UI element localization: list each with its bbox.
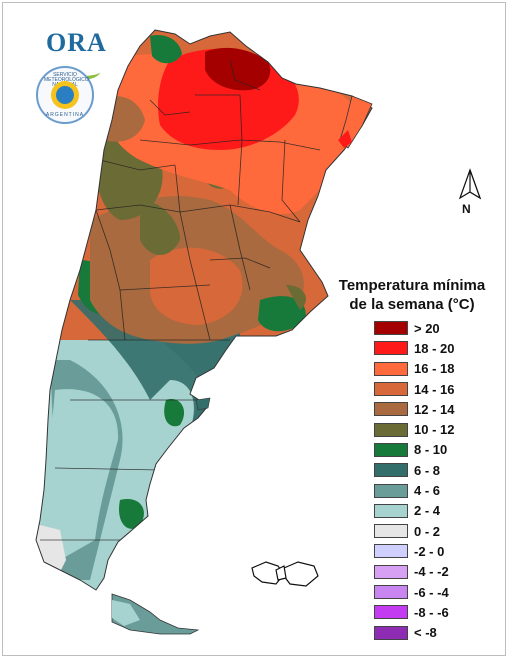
legend-swatch: [374, 361, 408, 376]
legend-swatch: [374, 605, 408, 620]
legend-item: > 20: [374, 318, 494, 338]
legend-label: -6 - -4: [414, 584, 449, 600]
legend-swatch: [374, 524, 408, 539]
legend-item: 8 - 10: [374, 440, 494, 460]
legend-item: 18 - 20: [374, 338, 494, 358]
malvinas-islands: [251, 561, 319, 587]
ora-logo-text: ORA: [46, 28, 107, 57]
legend-swatch: [374, 382, 408, 397]
legend-item: 2 - 4: [374, 501, 494, 521]
legend-swatch: [374, 625, 408, 640]
legend-label: -2 - 0: [414, 543, 445, 559]
legend-label: -8 - -6: [414, 604, 449, 620]
legend-item: 14 - 16: [374, 379, 494, 399]
legend-label: 4 - 6: [414, 483, 441, 499]
legend-label: 2 - 4: [414, 503, 441, 519]
legend-title: Temperatura mínima de la semana (°C): [326, 276, 498, 314]
legend-item: 4 - 6: [374, 480, 494, 500]
legend-item: -8 - -6: [374, 602, 494, 622]
legend-label: 16 - 18: [414, 361, 455, 377]
legend-item: 16 - 18: [374, 359, 494, 379]
legend-swatch: [374, 341, 408, 356]
legend-swatch: [374, 402, 408, 417]
legend-label: 0 - 2: [414, 523, 441, 539]
legend-label: 18 - 20: [414, 340, 455, 356]
legend-swatch: [374, 503, 408, 518]
legend-label: 8 - 10: [414, 442, 448, 458]
legend-swatch: [374, 585, 408, 599]
legend-item: 10 - 12: [374, 419, 494, 439]
legend-item: -6 - -4: [374, 582, 494, 602]
legend-item: < -8: [374, 622, 494, 642]
legend-item: 12 - 14: [374, 399, 494, 419]
smn-logo-text: ARGENTINA: [45, 112, 85, 118]
legend-title-line2: de la semana (°C): [349, 296, 475, 313]
smn-logo: SERVICIO METEOROLÓGICO NACIONAL ARGENTIN…: [36, 66, 94, 124]
legend-item: -4 - -2: [374, 562, 494, 582]
legend-swatch: [374, 544, 408, 559]
legend-label: < -8: [414, 625, 437, 641]
legend-item: 0 - 2: [374, 521, 494, 541]
legend-item: -2 - 0: [374, 541, 494, 561]
tierra-del-fuego: [111, 593, 200, 635]
legend: > 20 18 - 20 16 - 18 14 - 16 12 - 14 10 - 12 8…: [374, 318, 494, 643]
legend-swatch: [374, 422, 408, 437]
legend-swatch: [374, 321, 408, 336]
north-arrow: N: [456, 168, 484, 218]
map-frame: [2, 2, 506, 656]
legend-swatch: [374, 442, 408, 457]
legend-label: 6 - 8: [414, 462, 441, 478]
legend-label: 12 - 14: [414, 401, 455, 417]
province-borders: [40, 59, 321, 541]
north-label: N: [462, 202, 471, 216]
legend-label: -4 - -2: [414, 564, 449, 580]
legend-label: > 20: [414, 320, 440, 336]
valdes-peninsula: [195, 397, 211, 411]
smn-water-icon: [56, 86, 74, 104]
legend-label: 14 - 16: [414, 381, 455, 397]
legend-item: 6 - 8: [374, 460, 494, 480]
legend-swatch: [374, 463, 408, 478]
legend-swatch: [374, 483, 408, 498]
north-arrow-icon: [458, 168, 482, 200]
legend-label: 10 - 12: [414, 422, 455, 438]
legend-title-line1: Temperatura mínima: [338, 277, 486, 294]
legend-swatch: [374, 564, 408, 579]
